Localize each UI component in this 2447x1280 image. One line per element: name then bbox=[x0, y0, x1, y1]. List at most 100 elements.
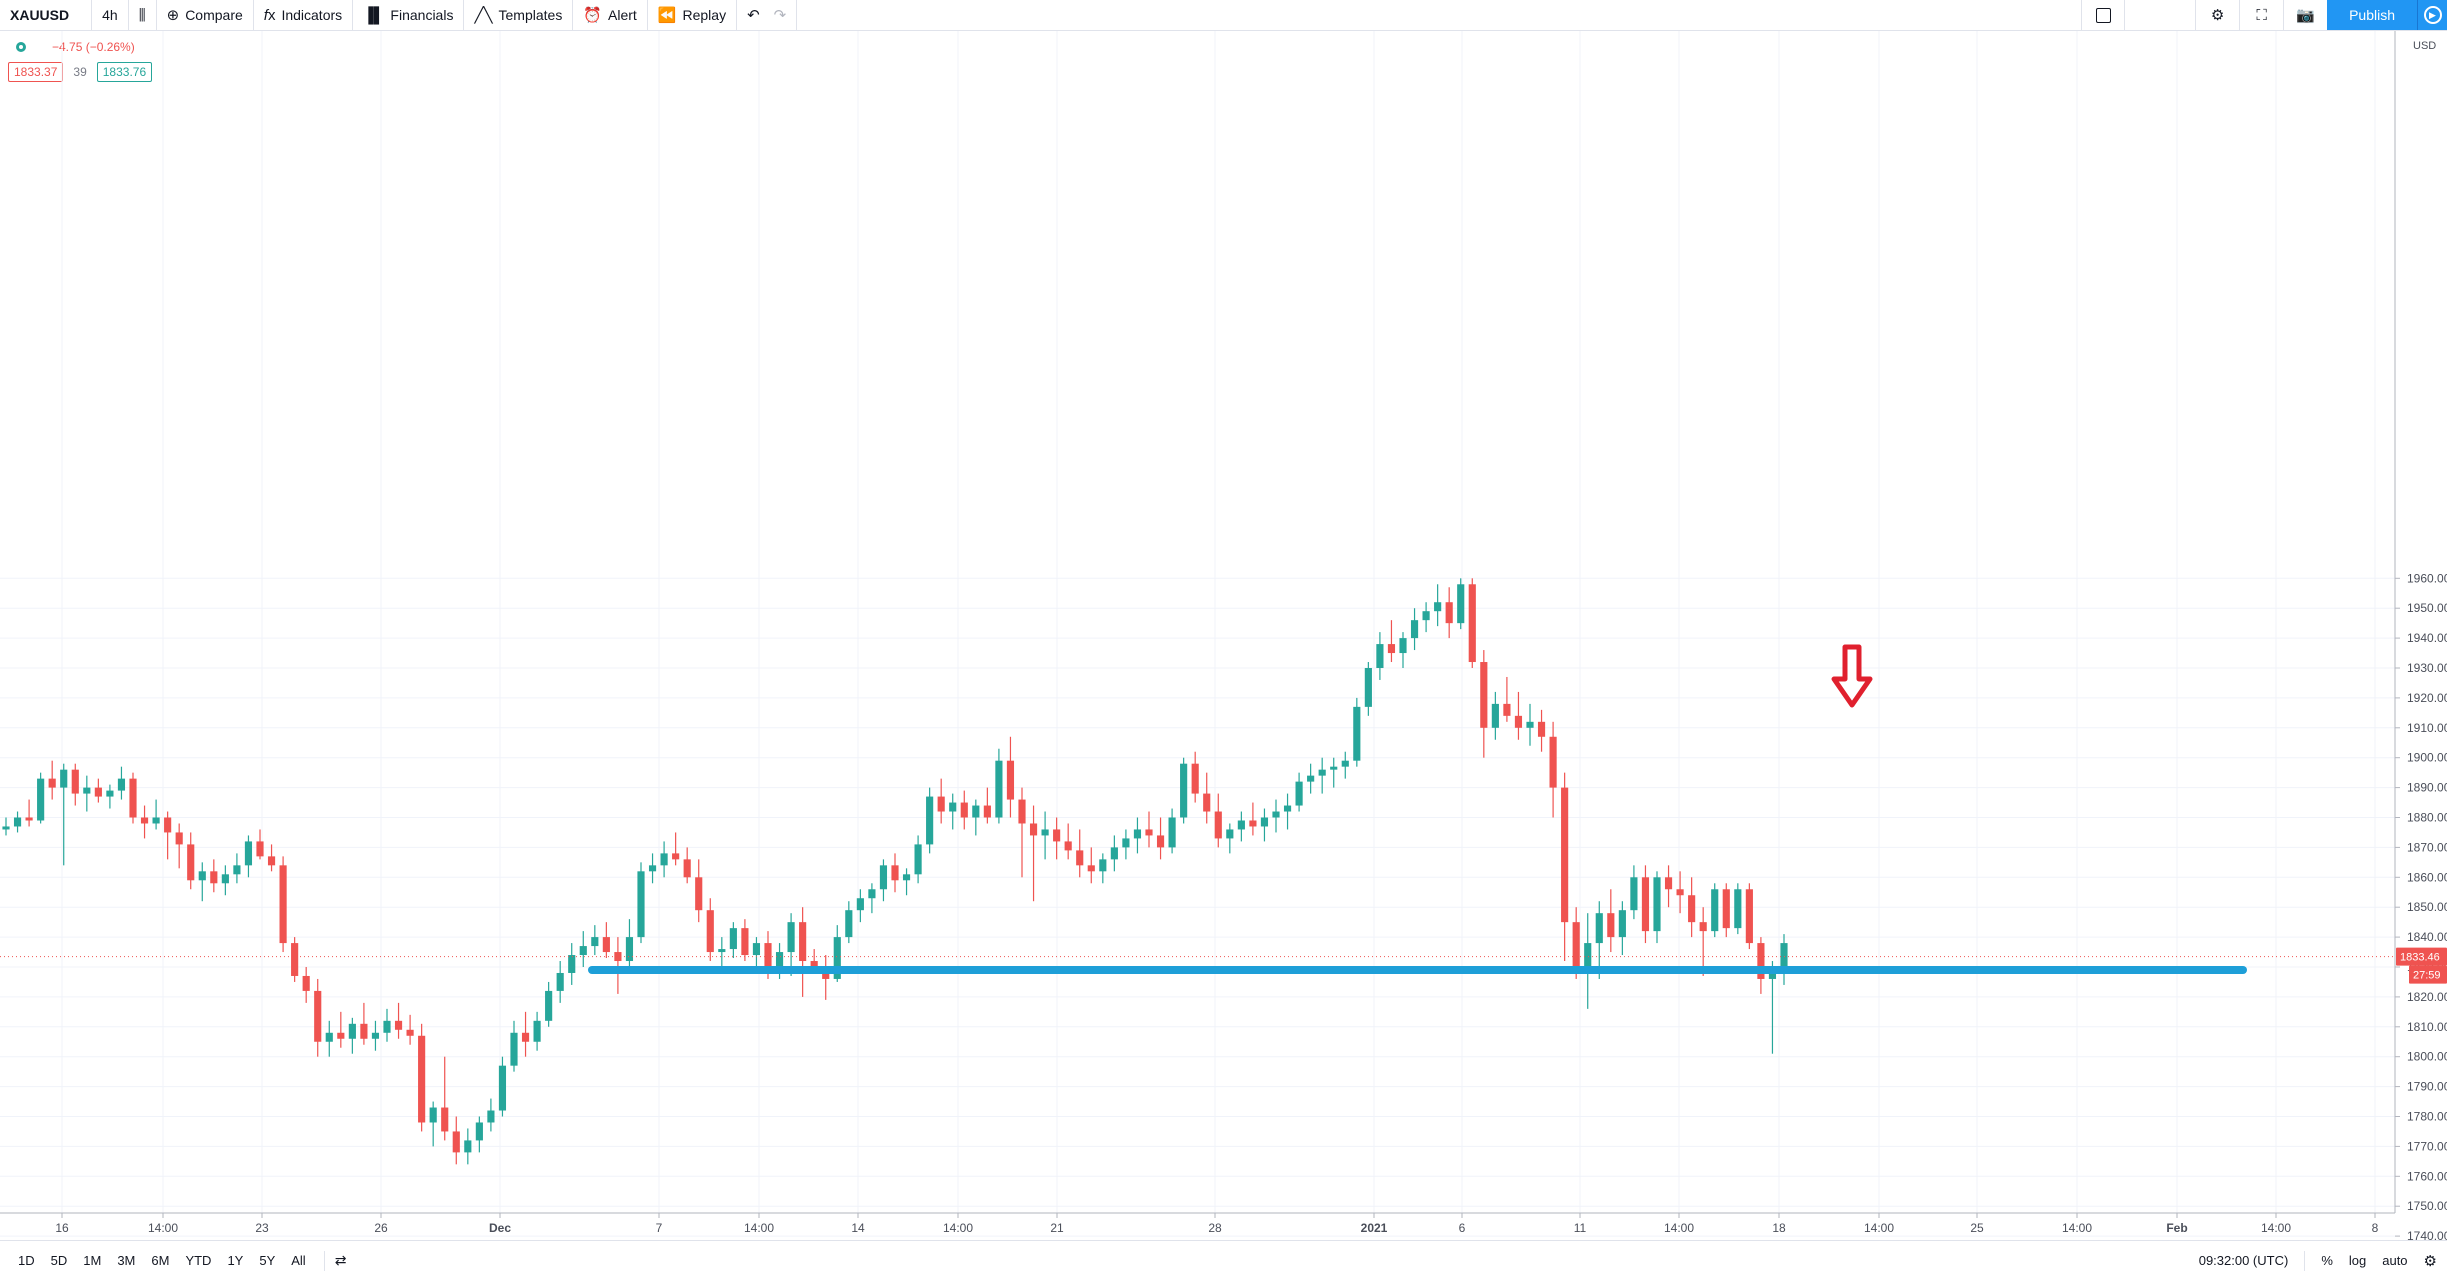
candle bbox=[394, 1002, 403, 1039]
log-toggle[interactable]: log bbox=[2348, 1253, 2367, 1268]
range-button-all[interactable]: All bbox=[291, 1253, 306, 1268]
candle-body bbox=[695, 877, 703, 911]
candle-body bbox=[752, 943, 761, 956]
candle-body bbox=[1422, 611, 1430, 621]
price-tick-label: 1760.00 bbox=[2407, 1169, 2447, 1183]
candle bbox=[1180, 757, 1188, 824]
range-button-1y[interactable]: 1Y bbox=[227, 1253, 244, 1268]
price-chart[interactable]: 1960.00 1950.00 1940.00 1930.00 1920.00 1910.… bbox=[0, 31, 2447, 1240]
candle-body bbox=[902, 874, 911, 881]
down-arrow-icon[interactable] bbox=[1831, 644, 1873, 708]
candle bbox=[1064, 823, 1072, 860]
candle bbox=[568, 943, 576, 985]
candle-body bbox=[1630, 877, 1638, 911]
range-button-1d[interactable]: 1D bbox=[18, 1253, 35, 1268]
candle bbox=[1607, 889, 1615, 953]
range-button-3m[interactable]: 3M bbox=[117, 1253, 136, 1268]
fullscreen-button[interactable]: ⛶ bbox=[2239, 0, 2283, 30]
candle-body bbox=[1341, 760, 1349, 767]
stream-button[interactable]: ▶ bbox=[2417, 0, 2447, 30]
candle bbox=[1260, 808, 1269, 842]
candle-body bbox=[1491, 703, 1499, 728]
auto-toggle[interactable]: auto bbox=[2382, 1253, 2408, 1268]
range-button-5y[interactable]: 5Y bbox=[259, 1253, 276, 1268]
candle-body bbox=[1549, 736, 1557, 788]
candle-body bbox=[614, 952, 622, 962]
price-tick-label: 1800.00 bbox=[2407, 1050, 2447, 1064]
candle bbox=[521, 1011, 530, 1057]
publish-button[interactable]: Publish bbox=[2327, 0, 2417, 30]
candle-body bbox=[856, 898, 864, 911]
symbol-search-button[interactable]: XAUUSD bbox=[0, 0, 93, 30]
candle-body bbox=[187, 844, 195, 881]
candle bbox=[625, 919, 634, 967]
layout-button[interactable] bbox=[2081, 0, 2126, 30]
goto-date-icon[interactable]: ⇄ bbox=[334, 1252, 347, 1268]
undo-icon[interactable]: ↶ bbox=[747, 7, 760, 24]
price-tick-label: 1850.00 bbox=[2407, 900, 2447, 914]
candle-body bbox=[1191, 763, 1199, 794]
snapshot-button[interactable]: 📷 bbox=[2283, 0, 2327, 30]
candle-body bbox=[37, 778, 45, 821]
candle bbox=[279, 856, 287, 953]
candle-body bbox=[1457, 584, 1465, 624]
date-range-group: 1D 5D 1M 3M 6M YTD 1Y 5Y All bbox=[0, 1253, 314, 1268]
time-tick-label: 8 bbox=[2372, 1221, 2379, 1235]
candle bbox=[37, 772, 45, 824]
range-button-5d[interactable]: 5D bbox=[50, 1253, 68, 1268]
range-button-6m[interactable]: 6M bbox=[151, 1253, 170, 1268]
candle bbox=[1341, 751, 1349, 779]
range-button-1m[interactable]: 1M bbox=[83, 1253, 102, 1268]
buy-price[interactable]: 1833.76 bbox=[96, 62, 153, 82]
financials-button[interactable]: ▐▌ Financials bbox=[353, 0, 465, 30]
candle bbox=[591, 925, 599, 956]
sell-price[interactable]: 1833.37 bbox=[8, 62, 64, 82]
candle bbox=[140, 805, 149, 839]
candle-body bbox=[1110, 847, 1118, 860]
settings-button[interactable]: ⚙ bbox=[2195, 0, 2239, 30]
compare-button[interactable]: ⊕ Compare bbox=[157, 0, 254, 30]
alert-button[interactable]: ⏰ Alert bbox=[573, 0, 648, 30]
candle-body bbox=[175, 832, 183, 845]
candle-body bbox=[1745, 889, 1753, 944]
gear-icon[interactable]: ⚙ bbox=[2423, 1252, 2437, 1270]
time-tick-label: 14 bbox=[851, 1221, 865, 1235]
candle-body bbox=[267, 856, 276, 866]
chart-style-button[interactable]: ⫼ bbox=[129, 0, 157, 30]
candle-body bbox=[1468, 584, 1476, 663]
candle bbox=[1549, 721, 1557, 818]
time-tick-label: 14:00 bbox=[2062, 1221, 2092, 1235]
spread-value: 39 bbox=[73, 65, 87, 79]
candle bbox=[1641, 865, 1650, 944]
plus-circle-icon: ⊕ bbox=[166, 7, 180, 24]
time-tick-label: 25 bbox=[1970, 1221, 1984, 1235]
candle bbox=[418, 1023, 426, 1132]
price-tick-label: 1960.00 bbox=[2407, 571, 2447, 585]
candle-body bbox=[1722, 889, 1730, 929]
price-tick-label: 1950.00 bbox=[2407, 601, 2447, 615]
candle bbox=[71, 763, 79, 806]
candle bbox=[556, 961, 564, 1003]
percent-toggle[interactable]: % bbox=[2321, 1253, 2333, 1268]
redo-icon[interactable]: ↷ bbox=[773, 7, 787, 24]
replay-button[interactable]: ⏪ Replay bbox=[648, 0, 738, 30]
candle-body bbox=[1584, 943, 1592, 967]
range-button-ytd[interactable]: YTD bbox=[185, 1253, 212, 1268]
candle-body bbox=[879, 865, 888, 890]
price-tick-label: 1920.00 bbox=[2407, 691, 2447, 705]
candle-body bbox=[1122, 838, 1130, 848]
templates-button[interactable]: ╱╲ Templates bbox=[464, 0, 574, 30]
interval-button[interactable]: 4h bbox=[92, 0, 129, 30]
candle bbox=[210, 859, 218, 893]
candle bbox=[1664, 865, 1673, 908]
candle-body bbox=[1734, 889, 1742, 929]
candle-body bbox=[729, 928, 737, 950]
indicators-button[interactable]: fx Indicators bbox=[254, 0, 354, 30]
candle-body bbox=[533, 1020, 541, 1042]
candle bbox=[856, 889, 864, 923]
candle-body bbox=[1272, 811, 1280, 818]
price-tick-label: 1880.00 bbox=[2407, 811, 2447, 825]
candle bbox=[1307, 763, 1315, 794]
play-icon: ▶ bbox=[2423, 6, 2442, 24]
templates-icon: ╱╲ bbox=[474, 7, 493, 24]
